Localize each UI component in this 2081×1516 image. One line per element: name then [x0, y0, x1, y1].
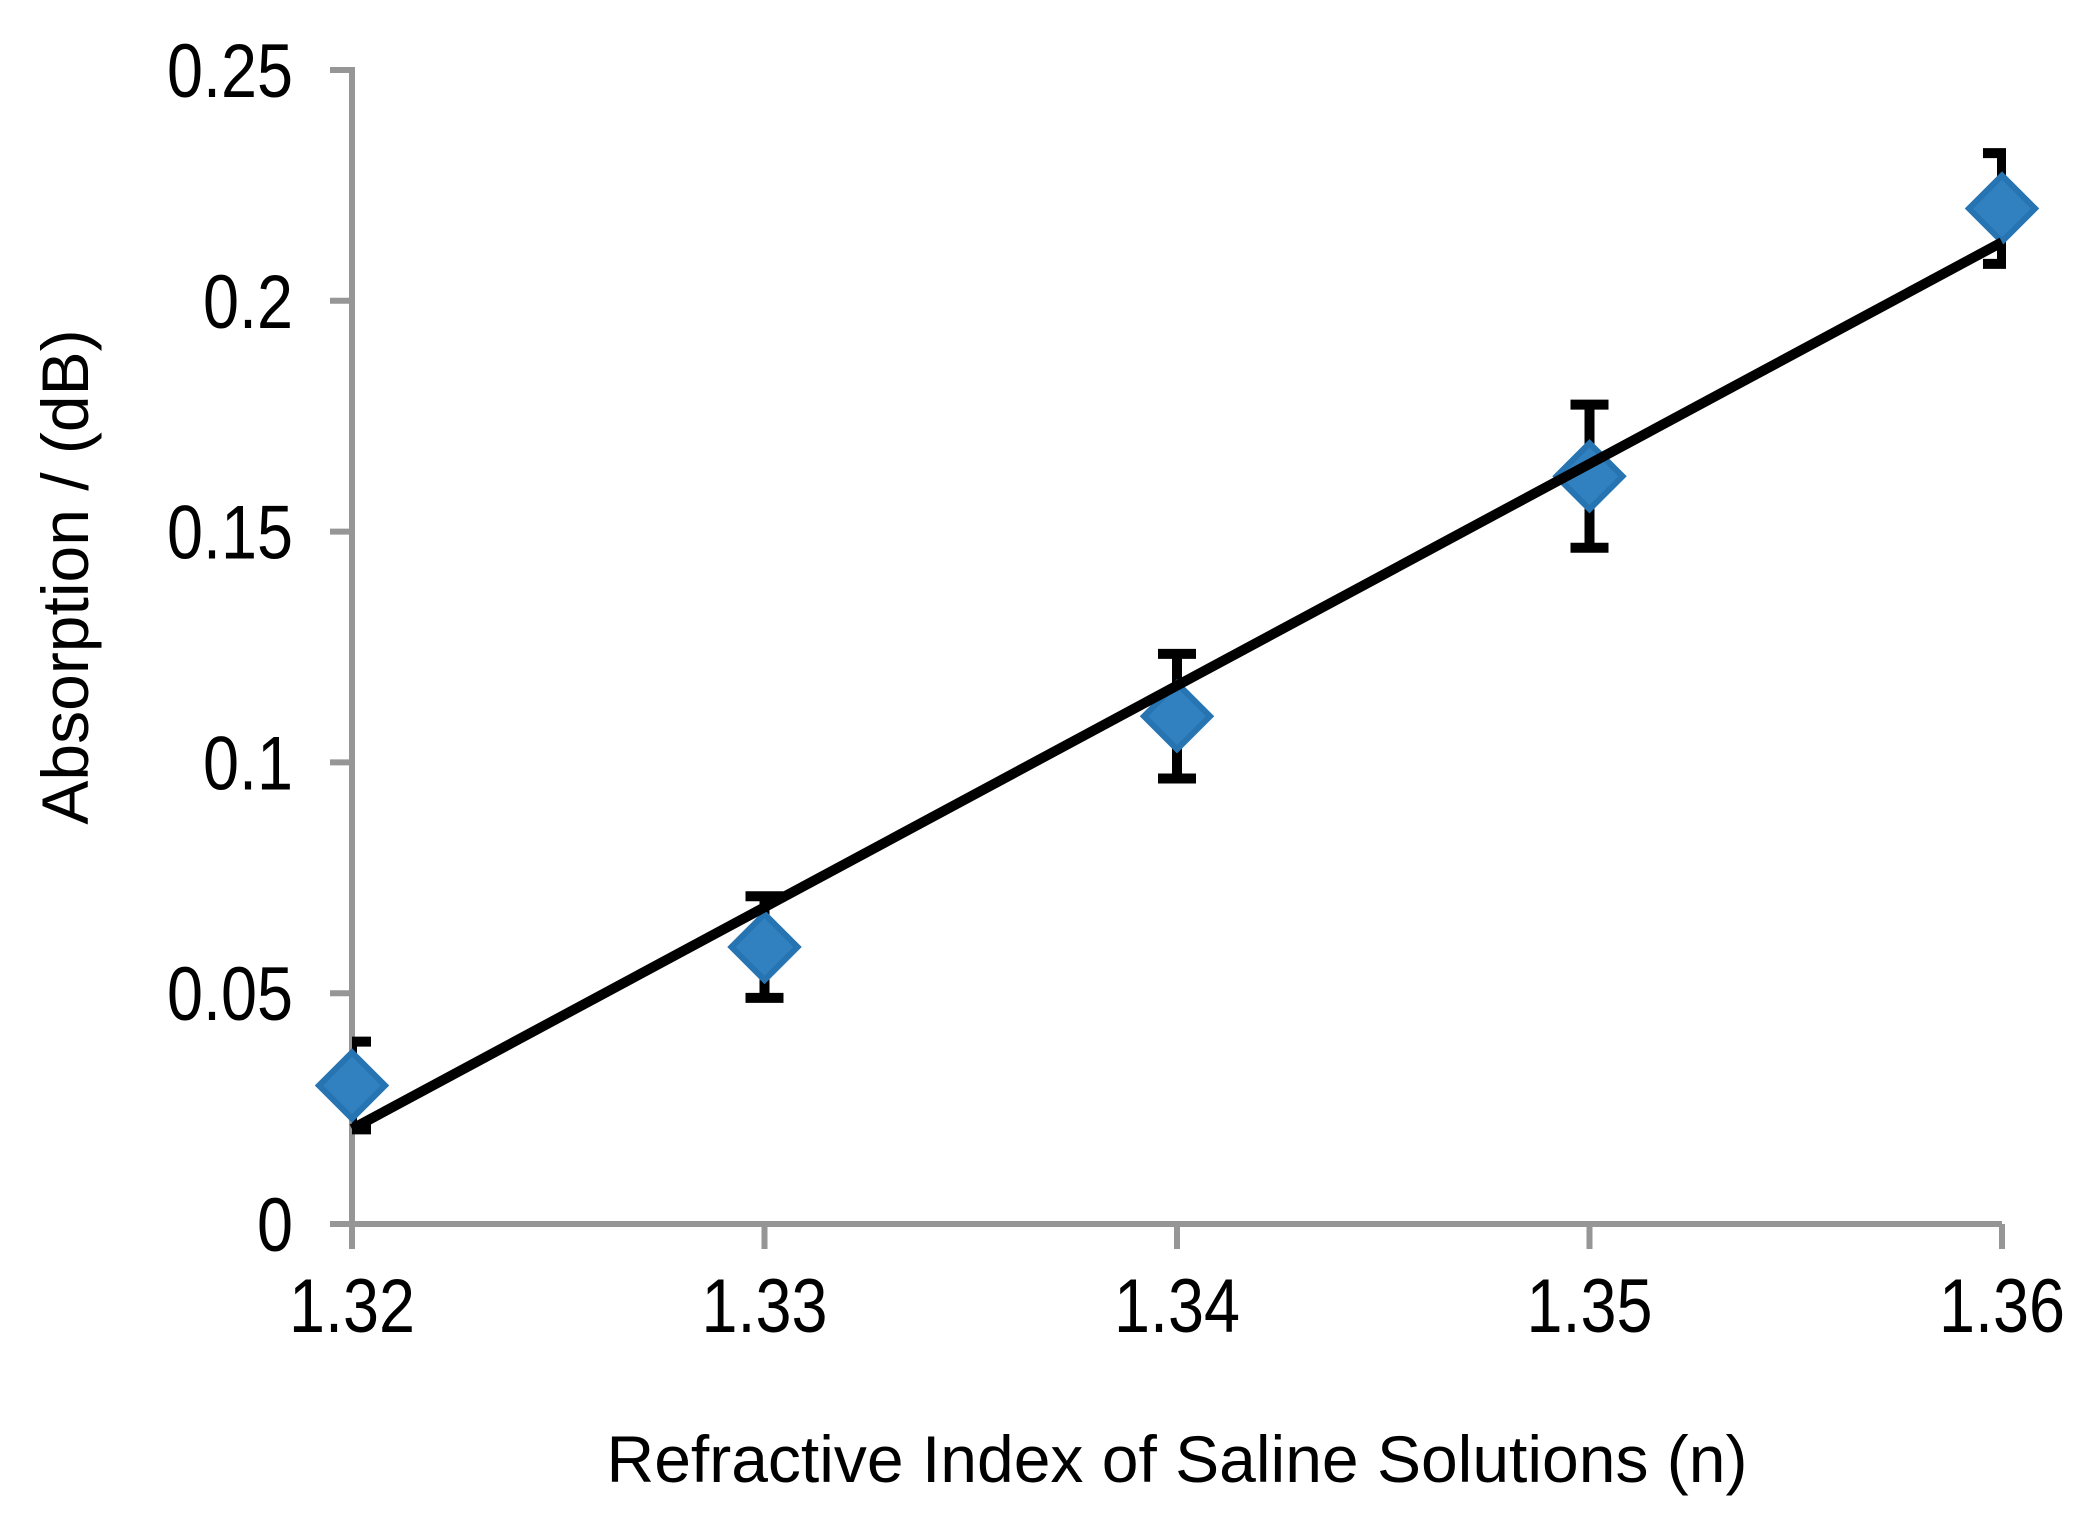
y-tick-label: 0.2 [203, 260, 293, 345]
x-tick-label: 1.32 [289, 1264, 415, 1349]
x-tick-label: 1.35 [1527, 1264, 1653, 1349]
x-axis-title: Refractive Index of Saline Solutions (n) [607, 1422, 1748, 1496]
y-axis-title: Absorption / (dB) [28, 329, 102, 824]
y-tick-label: 0.25 [167, 29, 293, 114]
y-tick-label: 0.05 [167, 952, 293, 1037]
y-tick-label: 0.15 [167, 491, 293, 576]
trendline [349, 237, 2005, 1134]
y-tick-label: 0.1 [203, 721, 293, 806]
data-point-marker [314, 1048, 390, 1123]
x-tick-label: 1.34 [1114, 1264, 1240, 1349]
x-tick-label: 1.36 [1939, 1264, 2065, 1349]
data-point-marker [727, 909, 802, 985]
y-tick-label: 0 [257, 1183, 293, 1268]
x-tick-label: 1.33 [702, 1264, 828, 1349]
data-point-marker [1964, 171, 2040, 246]
